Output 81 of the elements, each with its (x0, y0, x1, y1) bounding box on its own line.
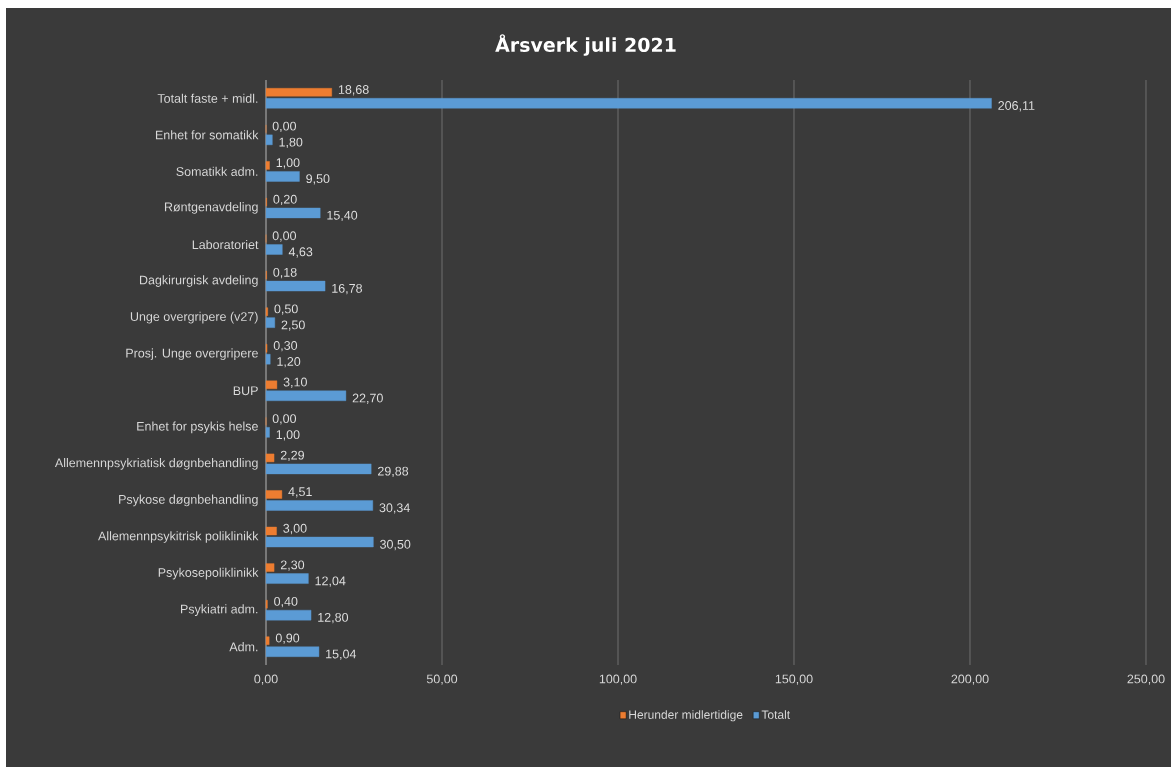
data-label: 4,51 (288, 487, 312, 498)
data-label: 3,10 (283, 377, 307, 388)
bar (265, 563, 275, 572)
bar (265, 98, 992, 109)
data-label: 12,04 (315, 576, 346, 587)
data-label: 0,00 (272, 121, 297, 132)
data-label: 22,70 (352, 393, 383, 404)
x-tick-label: 150,00 (775, 674, 813, 685)
bar (265, 317, 275, 328)
chart-title: Årsverk juli 2021 (495, 34, 676, 56)
y-tick-label: Enhet for somatikk (155, 130, 259, 140)
bar (265, 380, 278, 389)
data-label: 2,29 (280, 450, 305, 462)
y-tick-label: Psykosepoliklinikk (158, 567, 259, 580)
bar (265, 354, 271, 365)
y-tick-label: Enhet for psykis helse (137, 421, 258, 434)
data-label: 30,34 (379, 503, 410, 514)
data-label: 206,11 (998, 101, 1035, 112)
bar (265, 390, 347, 401)
data-label: 1,20 (277, 357, 301, 368)
bar (265, 453, 275, 463)
data-label: 15,04 (326, 649, 357, 660)
data-label: 2,50 (281, 320, 305, 331)
bar (265, 244, 283, 255)
bar (265, 500, 373, 511)
data-label: 15,40 (327, 210, 358, 222)
y-tick-label: Psykiatri adm. (181, 604, 258, 616)
data-label: 0,30 (273, 341, 298, 352)
data-label: 1,00 (276, 430, 300, 441)
data-label: 0,00 (272, 231, 297, 242)
x-tick-label: 50,00 (426, 674, 458, 685)
data-label: 18,68 (338, 85, 369, 96)
bar (265, 171, 300, 182)
x-tick-label: 200,00 (951, 674, 989, 685)
bar (265, 526, 277, 536)
bar (265, 646, 320, 657)
bar (265, 573, 309, 584)
data-label: 2,30 (280, 560, 305, 571)
data-label: 0,00 (272, 414, 297, 425)
bar (265, 463, 372, 475)
y-tick-label: Dagkirurgisk avdeling (139, 275, 258, 287)
bar (265, 207, 321, 219)
y-tick-label: Allemennpsykitrisk poliklinikk (98, 531, 259, 543)
data-label: 1,80 (279, 137, 303, 148)
data-label: 4,63 (288, 247, 313, 258)
data-label: 29,88 (378, 466, 409, 478)
bar (265, 636, 270, 645)
legend-label: Herunder midlertidige (629, 710, 743, 722)
data-label: 1,00 (276, 158, 300, 169)
bar (265, 427, 270, 438)
bar (265, 536, 374, 548)
bar (265, 134, 273, 146)
bar (265, 490, 283, 499)
y-tick-label: Røntgenavdeling (164, 202, 258, 214)
y-tick-label: Allemennpsykriatisk døgnbehandling (54, 458, 258, 470)
data-label: 0,18 (273, 267, 297, 279)
bar (265, 280, 326, 292)
data-label: 0,90 (275, 633, 300, 644)
x-tick-label: 0,00 (254, 674, 278, 685)
data-label: 0,40 (274, 596, 298, 608)
bar (265, 161, 270, 170)
y-tick-label: Unge overgripere (v27) (130, 311, 258, 324)
data-label: 12,80 (318, 612, 349, 624)
y-tick-label: Prosj. Unge overgripere (126, 348, 258, 361)
x-tick-label: 100,00 (599, 674, 637, 685)
bar (265, 88, 332, 97)
y-tick-label: Psykose døgnbehandling (119, 494, 258, 507)
legend-label: Totalt (761, 710, 791, 719)
data-label: 0,20 (273, 194, 297, 206)
data-label: 3,00 (283, 523, 307, 535)
y-tick-label: Laboratoriet (192, 239, 259, 250)
y-tick-label: BUP (233, 386, 258, 396)
data-label: 30,50 (380, 539, 411, 551)
data-label: 0,50 (274, 304, 298, 315)
data-label: 9,50 (306, 174, 330, 185)
bar (265, 609, 312, 621)
data-label: 16,78 (332, 283, 363, 295)
y-tick-label: Adm. (229, 642, 258, 652)
y-tick-label: Somatikk adm. (176, 166, 258, 176)
x-tick-label: 250,00 (1127, 674, 1165, 685)
y-tick-label: Totalt faste + midl. (157, 93, 258, 103)
